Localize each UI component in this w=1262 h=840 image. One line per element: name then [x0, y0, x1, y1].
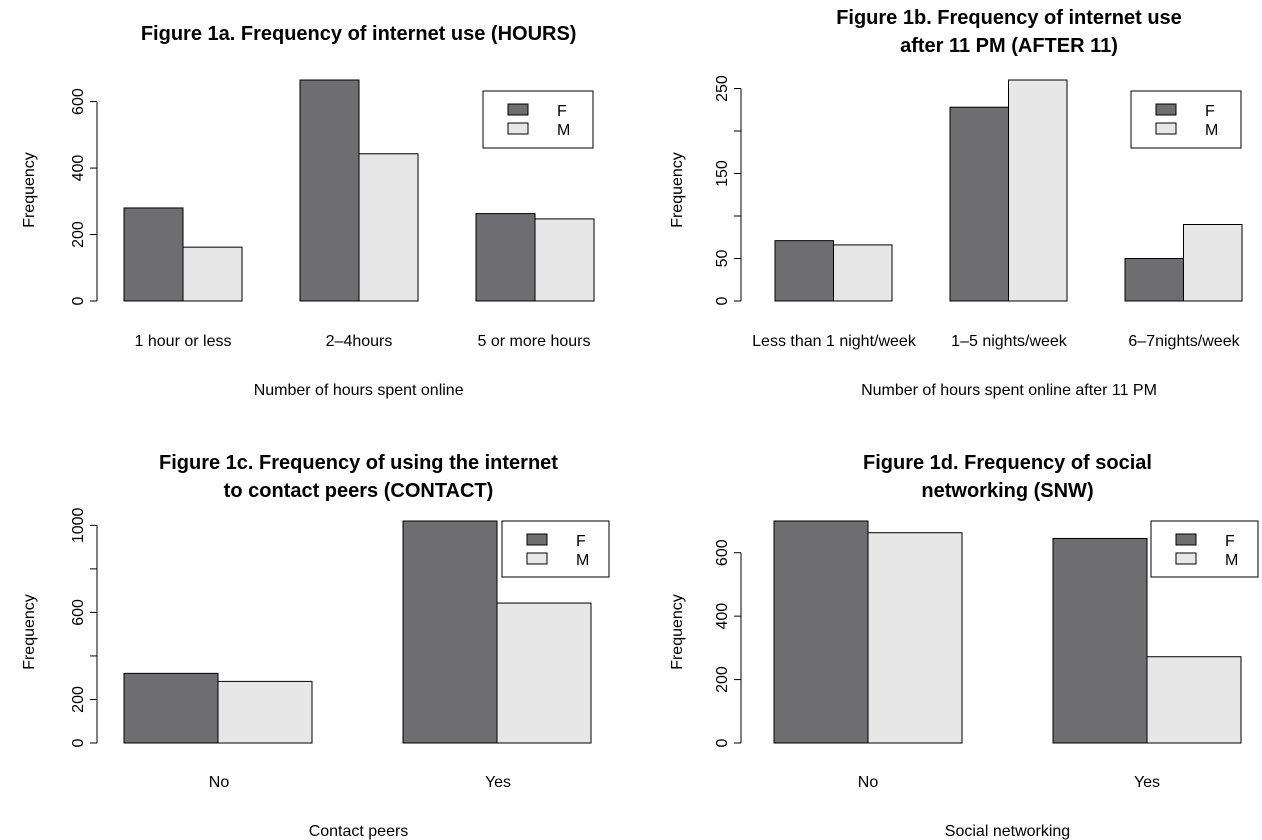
- legend-label-F: F: [1205, 103, 1215, 120]
- y-axis-label: Frequency: [21, 152, 38, 228]
- bar-F-2: [402, 520, 498, 744]
- y-tick-label: 200: [714, 666, 731, 693]
- y-axis-label: Frequency: [669, 152, 686, 228]
- legend-swatch-M: [507, 122, 529, 135]
- y-tick-label: 200: [70, 686, 87, 713]
- bar-F-2: [949, 106, 1009, 302]
- legend-label-M: M: [576, 552, 589, 569]
- chart-title: after 11 PM (AFTER 11): [900, 35, 1118, 57]
- legend-swatch-M: [1155, 122, 1177, 135]
- bar-F-3: [1124, 258, 1184, 302]
- bar-M-1: [182, 246, 243, 302]
- legend-box: [1150, 520, 1259, 578]
- bar-F-3: [475, 213, 536, 302]
- legend-swatch-F: [507, 103, 529, 116]
- legend-swatch-M: [526, 552, 548, 565]
- legend-swatch-M: [1175, 552, 1197, 565]
- bar-M-2: [496, 602, 592, 744]
- chart-panel-4: Figure 1d. Frequency of social networking…: [669, 452, 1259, 840]
- x-axis-label: Social networking: [945, 823, 1070, 840]
- legend-box: [1130, 90, 1242, 149]
- x-axis-label: Contact peers: [309, 823, 409, 840]
- chart-title: Figure 1b. Frequency of internet use: [836, 7, 1182, 29]
- x-axis-label: Number of hours spent online: [254, 382, 464, 399]
- legend-label-F: F: [576, 533, 586, 550]
- x-category-label: No: [209, 774, 230, 791]
- x-category-label: 6–7nights/week: [1128, 333, 1240, 350]
- bar-M-1: [217, 680, 313, 744]
- chart-title: Figure 1a. Frequency of internet use (HO…: [141, 23, 577, 45]
- legend-box: [501, 520, 610, 578]
- legend: FM: [482, 90, 594, 149]
- legend-label-F: F: [1225, 533, 1235, 550]
- legend-swatch-F: [526, 533, 548, 546]
- legend: FM: [1130, 90, 1242, 149]
- y-axis-label: Frequency: [669, 594, 686, 670]
- y-tick-label: 1000: [70, 507, 87, 543]
- chart-panel-2: Figure 1b. Frequency of internet use afte…: [669, 7, 1243, 399]
- legend: FM: [501, 520, 610, 578]
- x-category-label: No: [858, 774, 879, 791]
- x-category-label: Yes: [1134, 774, 1160, 791]
- bar-M-1: [833, 244, 893, 302]
- bar-F-2: [1052, 537, 1148, 744]
- chart-title: Figure 1d. Frequency of social: [863, 452, 1152, 474]
- y-tick-label: 200: [70, 221, 87, 248]
- bar-F-1: [773, 520, 869, 744]
- chart-title: Figure 1c. Frequency of using the intern…: [159, 452, 558, 474]
- x-category-label: Less than 1 night/week: [752, 333, 917, 350]
- y-tick-label: 400: [70, 155, 87, 182]
- bar-F-1: [774, 240, 834, 302]
- x-axis-label: Number of hours spent online after 11 PM: [861, 382, 1157, 399]
- chart-title: to contact peers (CONTACT): [224, 480, 494, 502]
- legend-label-M: M: [1225, 552, 1238, 569]
- bar-F-2: [299, 79, 360, 302]
- bar-F-1: [123, 672, 219, 744]
- y-tick-label: 400: [714, 603, 731, 630]
- y-axis-label: Frequency: [21, 594, 38, 670]
- legend-label-F: F: [557, 103, 567, 120]
- bar-M-2: [1008, 79, 1068, 302]
- bar-M-3: [1183, 224, 1243, 302]
- y-tick-label: 50: [714, 250, 731, 268]
- y-tick-label: 600: [714, 539, 731, 566]
- bar-M-1: [867, 532, 963, 744]
- y-tick-label: 600: [70, 88, 87, 115]
- y-tick-label: 150: [714, 160, 731, 187]
- legend: FM: [1150, 520, 1259, 578]
- x-category-label: 1–5 nights/week: [951, 333, 1068, 350]
- legend-label-M: M: [1205, 122, 1218, 139]
- x-category-label: 2–4hours: [326, 333, 393, 350]
- x-category-label: 5 or more hours: [478, 333, 591, 350]
- bar-M-3: [534, 218, 595, 302]
- legend-swatch-F: [1155, 103, 1177, 116]
- x-category-label: 1 hour or less: [135, 333, 232, 350]
- legend-swatch-F: [1175, 533, 1197, 546]
- y-tick-label: 0: [70, 296, 87, 305]
- legend-label-M: M: [557, 122, 570, 139]
- chart-panel-3: Figure 1c. Frequency of using the intern…: [21, 452, 610, 840]
- y-tick-label: 250: [714, 75, 731, 102]
- x-category-label: Yes: [485, 774, 511, 791]
- chart-title: networking (SNW): [921, 480, 1093, 502]
- bar-F-1: [123, 207, 184, 302]
- y-tick-label: 0: [714, 296, 731, 305]
- legend-box: [482, 90, 594, 149]
- y-tick-label: 0: [714, 738, 731, 747]
- y-tick-label: 0: [70, 738, 87, 747]
- y-tick-label: 600: [70, 599, 87, 626]
- chart-panel-1: Figure 1a. Frequency of internet use (HO…: [21, 23, 595, 399]
- bar-M-2: [1146, 656, 1242, 744]
- bar-M-2: [358, 153, 419, 302]
